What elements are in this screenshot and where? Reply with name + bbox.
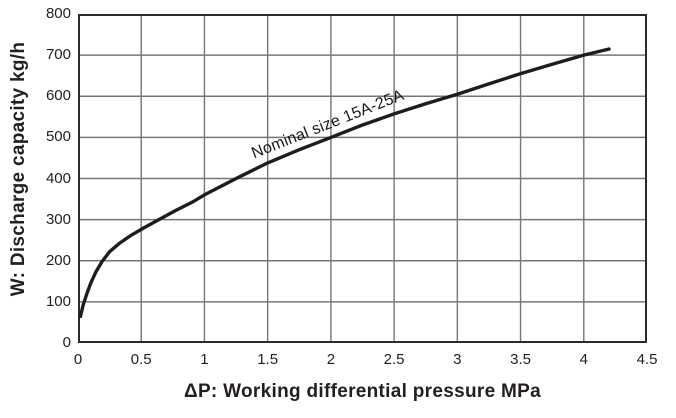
y-tick-label: 600 [45,87,71,105]
x-tick-label: 3 [453,351,462,368]
x-tick-label: 1 [200,351,209,368]
x-axis-title: ΔP: Working differential pressure MPa [184,381,541,402]
x-tick-label: 2.5 [383,351,405,368]
plot-area: Nominal size 15A-25A [78,14,647,343]
y-tick-label: 700 [45,46,71,64]
y-tick-label: 800 [45,5,71,22]
x-tick-label: 3.5 [510,351,531,368]
x-tick-label: 1.5 [257,351,279,368]
x-tick-label: 0.5 [130,351,152,368]
plot-svg [78,14,647,343]
y-tick-label: 200 [45,251,71,269]
x-tick-label: 4 [579,351,588,368]
y-tick-label: 500 [45,128,71,146]
y-tick-label: 300 [45,210,71,228]
y-tick-label: 0 [62,334,71,351]
x-tick-label: 2 [326,351,336,368]
x-tick-label: 4.5 [636,351,658,368]
x-tick-label: 0 [73,351,83,368]
y-tick-label: 400 [45,169,71,187]
y-tick-label: 100 [45,292,71,310]
